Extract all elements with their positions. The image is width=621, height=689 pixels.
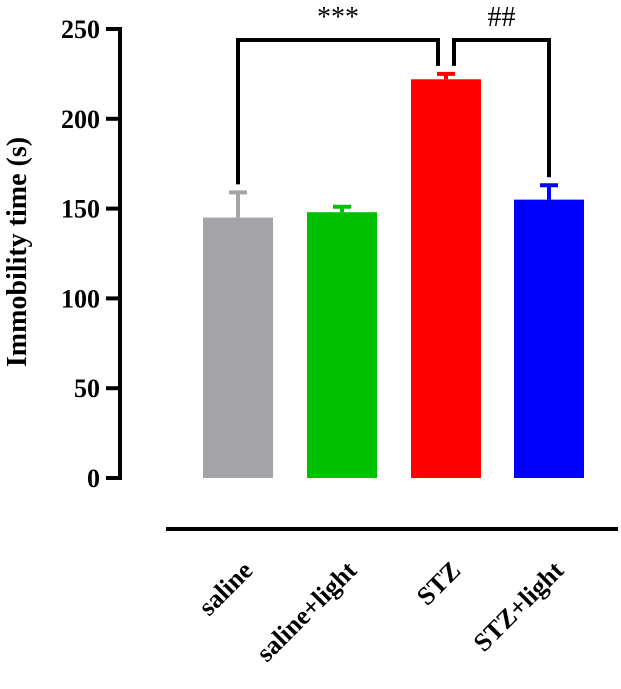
y-tick-label: 0 [87,464,100,493]
y-axis: 0 50 100 150 200 250 [61,15,122,493]
category-label-3: STZ+light [468,555,570,657]
y-tick-label: 200 [61,105,100,134]
y-tick-label: 150 [61,195,100,224]
significance-label-1: ## [488,2,516,33]
y-tick-label: 250 [61,15,100,44]
significance-bracket-0 [236,38,440,185]
y-axis-title: Immobility time (s) [2,137,33,367]
category-label-1: saline+light [251,555,363,667]
bars [203,79,584,479]
category-label-0: saline [193,556,258,621]
error-bars [229,71,558,218]
significance-bracket-1 [452,38,551,178]
y-tick-label: 50 [74,374,100,403]
bar-0 [203,217,273,478]
bar-1 [307,212,377,478]
bar-2 [411,79,481,479]
significance-label-0: *** [317,2,359,33]
category-label-2: STZ [411,556,466,611]
bar-3 [514,199,584,478]
y-tick-label: 100 [61,284,100,313]
significance-brackets: *** ## [236,2,551,185]
